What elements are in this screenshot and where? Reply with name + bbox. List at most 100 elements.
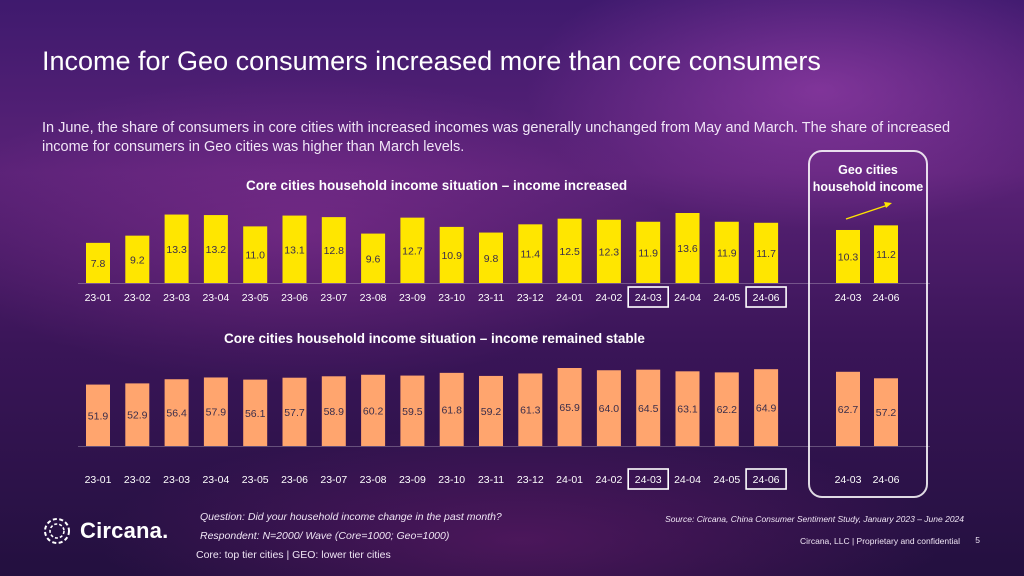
geo-bar: [836, 229, 860, 283]
core-tick-label: 23-05: [242, 292, 269, 304]
core-tick-label: 23-05: [242, 474, 269, 486]
core-tick-label: 24-01: [556, 474, 583, 486]
core-value-label: 11.4: [520, 249, 540, 261]
core-bar: [557, 368, 582, 446]
core-bar: [321, 376, 346, 446]
core-tick-label: 24-01: [556, 292, 583, 304]
core-value-label: 64.9: [756, 403, 777, 415]
core-bar: [636, 369, 661, 446]
core-value-label: 12.8: [324, 245, 345, 257]
core-bar: [282, 215, 307, 283]
core-value-label: 11.9: [717, 247, 737, 259]
highlight-box: [627, 468, 670, 490]
core-value-label: 11.7: [756, 248, 776, 260]
geo-tick-label: 24-06: [873, 292, 900, 304]
core-value-label: 60.2: [363, 405, 384, 417]
core-bar: [164, 379, 189, 446]
core-tick-label: 23-11: [478, 292, 504, 304]
core-bar: [439, 372, 464, 446]
footer-question: Question: Did your household income chan…: [200, 511, 502, 523]
geo-cities-label: Geo cities household income: [812, 163, 924, 194]
core-bar: [125, 383, 150, 446]
circana-logo: Circana.: [42, 516, 168, 546]
core-value-label: 63.1: [677, 404, 698, 416]
core-tick-label: 23-10: [438, 474, 465, 486]
footer-respondent: Respondent: N=2000/ Wave (Core=1000; Geo…: [200, 530, 450, 542]
core-bar: [321, 217, 346, 283]
core-bar: [754, 369, 779, 446]
core-tick-label: 23-07: [320, 292, 347, 304]
core-tick-label: 23-04: [202, 474, 229, 486]
chart-income-stable: 51.9 23-01 52.9 23-02 56.4 23-03 57.9 23-04 56.1…: [78, 368, 930, 490]
core-value-label: 59.5: [402, 406, 423, 418]
geo-tick-label: 24-03: [835, 292, 862, 304]
circana-logo-text: Circana.: [80, 518, 169, 543]
core-tick-label: 23-03: [163, 474, 190, 486]
core-bar: [361, 233, 386, 283]
core-value-label: 7.8: [91, 258, 106, 270]
core-value-label: 12.5: [559, 246, 580, 258]
core-bar: [86, 242, 110, 283]
core-tick-label: 23-04: [202, 292, 229, 304]
core-value-label: 61.8: [441, 404, 462, 416]
circana-logo-icon: [44, 518, 70, 544]
footer-core-note: Core: top tier cities | GEO: lower tier …: [196, 549, 391, 561]
core-tick-label: 23-01: [85, 474, 112, 486]
core-bar: [361, 374, 386, 446]
core-value-label: 9.2: [130, 254, 145, 266]
core-bar: [518, 373, 543, 446]
highlight-box: [745, 286, 787, 308]
core-tick-label: 23-11: [478, 474, 504, 486]
core-tick-label: 23-08: [360, 474, 387, 486]
footer-confidential: Circana, LLC | Proprietary and confident…: [799, 536, 960, 546]
core-bar: [243, 379, 268, 446]
core-tick-label: 23-02: [124, 292, 151, 304]
core-value-label: 52.9: [127, 410, 148, 422]
core-tick-label: 23-08: [360, 292, 387, 304]
page-subtitle: In June, the share of consumers in core …: [42, 120, 951, 155]
core-value-label: 58.9: [324, 406, 345, 418]
core-bar: [479, 375, 503, 446]
core-value-label: 62.2: [717, 404, 738, 416]
core-tick-label: 23-12: [517, 292, 544, 304]
core-value-label: 57.9: [206, 407, 227, 419]
core-tick-label: 23-06: [281, 474, 308, 486]
core-value-label: 59.2: [481, 406, 502, 418]
core-bar: [439, 226, 464, 283]
core-value-label: 9.6: [366, 253, 381, 265]
core-value-label: 56.1: [245, 408, 266, 420]
core-bar: [675, 213, 700, 283]
geo-value-label: 62.7: [838, 404, 859, 416]
core-tick-label: 23-09: [399, 474, 426, 486]
core-bar: [86, 384, 110, 446]
core-value-label: 64.0: [599, 403, 620, 415]
core-bar: [400, 375, 425, 446]
core-tick-label: 23-09: [399, 292, 426, 304]
page-title: Income for Geo consumers increased more …: [42, 46, 821, 76]
core-bar: [636, 221, 661, 283]
trend-arrow-icon: [845, 202, 892, 220]
core-tick-label: 23-12: [517, 474, 544, 486]
geo-value-label: 57.2: [876, 407, 897, 419]
core-bar: [518, 224, 543, 283]
core-value-label: 57.7: [284, 407, 305, 419]
highlight-box: [745, 468, 787, 490]
core-bar: [714, 372, 739, 446]
core-bar: [675, 371, 700, 446]
core-tick-label: 24-04: [674, 474, 701, 486]
core-bar: [400, 217, 425, 283]
core-tick-label: 24-05: [713, 474, 740, 486]
geo-value-label: 11.2: [876, 249, 896, 261]
core-value-label: 51.9: [88, 410, 109, 422]
core-value-label: 11.0: [245, 250, 265, 262]
core-value-label: 12.7: [402, 245, 423, 257]
core-value-label: 65.9: [559, 402, 580, 414]
core-value-label: 9.8: [484, 253, 499, 265]
core-value-label: 13.1: [284, 244, 305, 256]
geo-tick-label: 24-06: [873, 474, 900, 486]
core-bar: [596, 219, 621, 283]
geo-bar: [874, 378, 898, 446]
chart-title-stable: Core cities household income situation –…: [224, 331, 645, 346]
geo-bar: [836, 371, 860, 446]
